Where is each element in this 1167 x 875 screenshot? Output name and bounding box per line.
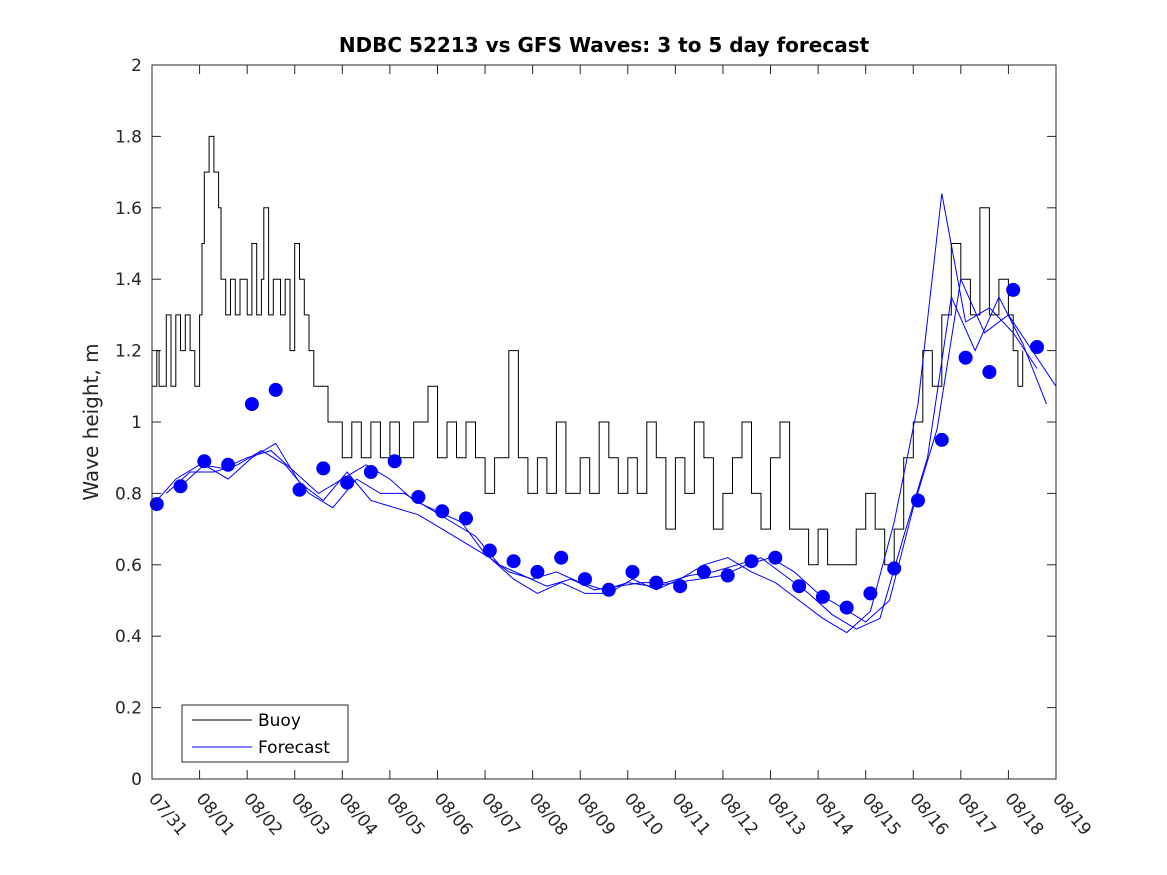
forecast-marker [197, 454, 212, 469]
y-tick-label: 2 [131, 56, 142, 76]
forecast-marker [340, 475, 355, 490]
forecast-marker [863, 586, 878, 601]
forecast-marker [958, 350, 973, 365]
y-tick-label: 0.4 [115, 627, 142, 647]
y-tick-label: 1.4 [115, 270, 142, 290]
forecast-marker [387, 454, 402, 469]
forecast-marker [744, 554, 759, 569]
forecast-marker [982, 365, 997, 379]
forecast-marker [649, 575, 664, 590]
forecast-marker [768, 550, 783, 565]
buoy-line [152, 135, 1024, 566]
forecast-marker [601, 582, 616, 597]
forecast-marker [1030, 340, 1044, 354]
forecast-marker [268, 382, 283, 397]
legend-label-forecast: Forecast [258, 738, 330, 758]
y-tick-labels: 0 0.2 0.4 0.6 0.8 1 1.2 1.4 1.6 1.8 2 [115, 56, 142, 790]
axis-ticks [151, 64, 1057, 780]
forecast-marker [173, 479, 188, 494]
forecast-marker [530, 564, 545, 579]
forecast-marker [720, 568, 735, 583]
forecast-marker [316, 461, 331, 476]
y-axis-label: Wave height, m [79, 343, 103, 500]
legend-box [181, 704, 349, 763]
forecast-marker [506, 554, 521, 569]
y-tick-label: 1.8 [115, 127, 142, 147]
forecast-marker [792, 579, 807, 594]
forecast-marker [244, 397, 259, 412]
forecast-marker [1006, 282, 1021, 297]
forecast-marker [149, 497, 164, 512]
series-layer [149, 135, 1057, 634]
forecast-marker [221, 457, 236, 472]
forecast-marker [554, 550, 569, 565]
forecast-marker [911, 493, 925, 508]
y-tick-label: 1.2 [115, 342, 142, 362]
legend: Buoy Forecast [181, 704, 349, 763]
forecast-marker [839, 600, 854, 615]
forecast-marker [934, 432, 949, 447]
y-tick-label: 0.8 [115, 484, 142, 504]
forecast-marker [363, 465, 378, 479]
forecast-marker [411, 490, 426, 504]
y-tick-label: 1.6 [115, 199, 142, 219]
y-tick-label: 1 [131, 413, 142, 433]
forecast-marker [887, 561, 902, 576]
forecast-marker [696, 564, 711, 579]
forecast-marker [815, 589, 830, 604]
forecast-marker [435, 504, 450, 519]
axes-box [151, 64, 1057, 780]
y-tick-label: 0.6 [115, 556, 142, 576]
forecast-marker [673, 579, 688, 594]
forecast-marker [292, 482, 307, 497]
chart-title: NDBC 52213 vs GFS Waves: 3 to 5 day fore… [339, 33, 870, 57]
forecast-marker [459, 511, 473, 526]
forecast-marker [625, 564, 640, 579]
forecast-marker [482, 543, 497, 558]
forecast-marker [578, 572, 592, 587]
y-tick-label: 0 [131, 770, 142, 790]
legend-label-buoy: Buoy [258, 711, 301, 731]
y-tick-label: 0.2 [115, 699, 142, 719]
